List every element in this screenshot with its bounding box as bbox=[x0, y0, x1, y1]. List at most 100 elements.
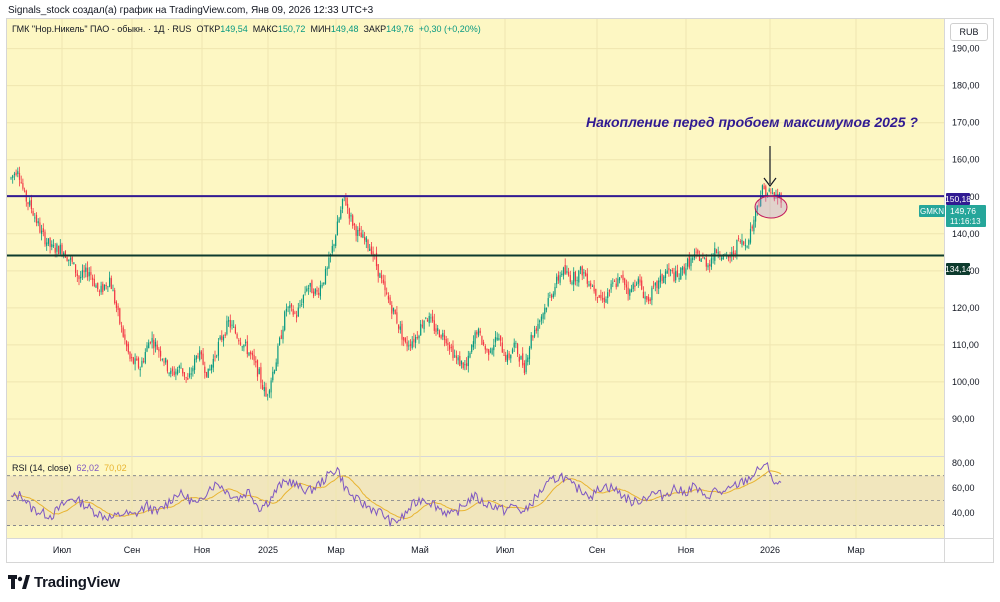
candle bbox=[17, 171, 19, 174]
candle bbox=[615, 283, 617, 288]
candle bbox=[683, 266, 685, 274]
candle bbox=[212, 358, 214, 368]
chart-frame[interactable] bbox=[6, 18, 994, 563]
candle bbox=[20, 181, 22, 183]
candle bbox=[418, 335, 420, 339]
candle bbox=[217, 341, 219, 356]
tradingview-logo[interactable]: TradingView bbox=[8, 573, 120, 591]
candle bbox=[554, 286, 556, 295]
candle bbox=[331, 245, 333, 253]
candle bbox=[46, 242, 48, 246]
candle bbox=[488, 349, 490, 355]
candle bbox=[321, 284, 323, 287]
x-tick-label: Ноя bbox=[194, 545, 211, 555]
candle bbox=[486, 348, 488, 351]
candle bbox=[170, 370, 172, 374]
candle bbox=[534, 330, 536, 337]
candle bbox=[540, 316, 542, 321]
candle bbox=[228, 320, 230, 322]
candle bbox=[285, 308, 287, 312]
candle bbox=[117, 305, 119, 310]
candle bbox=[471, 344, 473, 352]
rsi-legend[interactable]: RSI (14, close) 62,02 70,02 bbox=[12, 463, 127, 473]
candle bbox=[559, 275, 561, 283]
candle bbox=[222, 336, 225, 341]
candle bbox=[238, 339, 240, 342]
candle bbox=[647, 296, 650, 302]
candle bbox=[241, 346, 243, 348]
candle bbox=[425, 317, 427, 319]
candle bbox=[401, 323, 403, 340]
candle bbox=[103, 284, 106, 290]
rsi-ma-line bbox=[10, 470, 782, 520]
candle bbox=[27, 202, 29, 205]
candle bbox=[664, 271, 667, 278]
candle bbox=[741, 239, 743, 245]
candle bbox=[180, 367, 182, 369]
x-tick-label: Мар bbox=[327, 545, 345, 555]
candle bbox=[387, 295, 389, 300]
candle bbox=[428, 315, 430, 324]
candle bbox=[755, 208, 757, 222]
candle bbox=[306, 288, 308, 292]
candle bbox=[260, 367, 262, 383]
candle bbox=[442, 333, 444, 337]
candle bbox=[749, 228, 752, 243]
candle bbox=[729, 255, 731, 259]
candle bbox=[673, 272, 675, 282]
candle bbox=[270, 380, 272, 393]
candle bbox=[629, 289, 631, 296]
candle bbox=[491, 348, 493, 354]
arrow-down-icon[interactable] bbox=[763, 146, 777, 187]
candle bbox=[430, 317, 432, 319]
symbol-legend[interactable]: ГМК "Нор.Никель" ПАО - обыкн. · 1Д · RUS… bbox=[12, 24, 481, 34]
annotation-text[interactable]: Накопление перед пробоем максимумов 2025… bbox=[586, 114, 918, 130]
candle bbox=[500, 335, 502, 341]
candle bbox=[47, 238, 49, 244]
candle bbox=[134, 358, 136, 365]
candle bbox=[525, 359, 527, 373]
candle bbox=[591, 285, 593, 287]
candle bbox=[398, 324, 400, 329]
candle bbox=[620, 275, 622, 277]
candle bbox=[717, 252, 719, 254]
candle bbox=[656, 280, 658, 289]
candle bbox=[319, 285, 321, 297]
candle bbox=[15, 172, 17, 175]
candle bbox=[666, 270, 668, 274]
candle bbox=[127, 343, 129, 353]
candle bbox=[697, 250, 699, 254]
candle bbox=[535, 328, 537, 331]
candle bbox=[484, 346, 486, 350]
candle bbox=[357, 230, 359, 236]
x-tick-label: Ноя bbox=[678, 545, 695, 555]
candle bbox=[85, 267, 87, 272]
candle bbox=[256, 360, 259, 377]
candle bbox=[192, 368, 194, 372]
low-value: 149,48 bbox=[330, 24, 359, 34]
candle bbox=[564, 265, 566, 274]
candle bbox=[513, 342, 515, 348]
candle bbox=[646, 296, 648, 300]
consolidation-highlight[interactable] bbox=[754, 195, 788, 219]
candle bbox=[34, 217, 36, 219]
candle bbox=[654, 282, 656, 286]
candle bbox=[277, 345, 279, 364]
candle bbox=[324, 269, 327, 284]
candle bbox=[590, 283, 592, 286]
y-tick-label: 120,00 bbox=[952, 303, 980, 313]
candle bbox=[707, 265, 709, 268]
candle bbox=[496, 337, 498, 340]
candle bbox=[772, 193, 774, 195]
candle bbox=[209, 368, 211, 371]
currency-button[interactable]: RUB bbox=[950, 23, 988, 41]
candle bbox=[493, 345, 495, 351]
candle bbox=[528, 347, 531, 359]
candle bbox=[576, 280, 578, 281]
candle bbox=[476, 331, 478, 335]
candle bbox=[608, 290, 610, 292]
candle bbox=[265, 387, 267, 397]
candle bbox=[557, 275, 559, 281]
candle bbox=[236, 334, 238, 338]
